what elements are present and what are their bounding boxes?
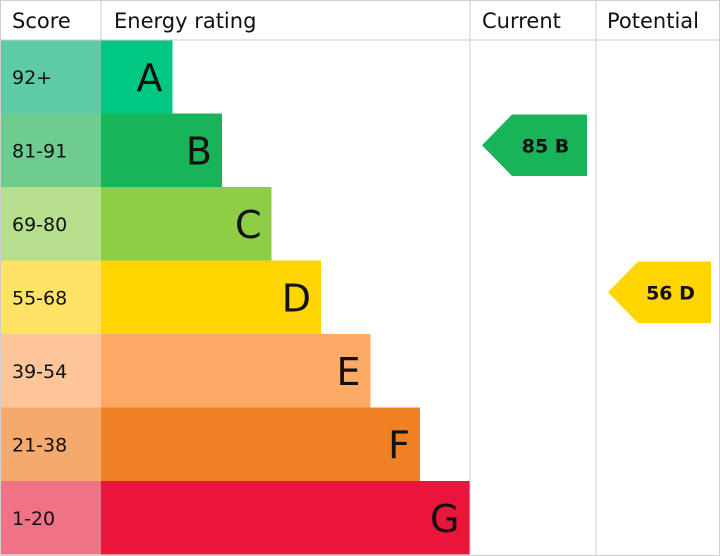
rating-bar-a [101, 40, 173, 114]
score-label-a: 92+ [12, 67, 52, 89]
score-cell-c [0, 187, 101, 261]
potential-indicator-arrow [608, 261, 711, 323]
rating-letter-c: C [235, 203, 262, 247]
score-cell-f [0, 407, 101, 481]
score-column-header: Score [12, 9, 71, 33]
score-label-d: 55-68 [12, 287, 67, 309]
rating-bar-g [101, 481, 470, 555]
score-cell-d [0, 260, 101, 334]
rating-bar-e [101, 334, 371, 408]
current-indicator-label: 85 B [522, 135, 570, 157]
score-cell-e [0, 334, 101, 408]
rating-bar-c [101, 187, 272, 261]
score-cell-b [0, 113, 101, 187]
score-label-b: 81-91 [12, 140, 67, 162]
rating-bar-f [101, 407, 420, 481]
rating-letter-b: B [186, 129, 212, 173]
bands-layer: 92+ A 81-91 B 69-80 C 55-68 D 39-54 E 21-38 F 1-20 G [0, 40, 470, 555]
header-row: Score Energy rating Current Potential [12, 9, 699, 33]
potential-column-header: Potential [607, 9, 699, 33]
rating-letter-g: G [430, 497, 459, 541]
rating-letter-d: D [282, 276, 311, 320]
rating-letter-f: F [388, 423, 410, 467]
current-indicator-arrow [482, 114, 587, 176]
score-label-c: 69-80 [12, 214, 67, 236]
score-label-g: 1-20 [12, 508, 55, 530]
rating-bar-b [101, 113, 222, 187]
potential-indicator-label: 56 D [646, 282, 695, 304]
score-label-e: 39-54 [12, 361, 67, 383]
rating-letter-e: E [336, 350, 360, 394]
score-cell-a [0, 40, 101, 114]
score-cell-g [0, 481, 101, 555]
rating-letter-a: A [137, 56, 163, 100]
rating-column-header: Energy rating [114, 9, 256, 33]
indicator-layer: 85 B 56 D [482, 114, 711, 323]
rating-bar-d [101, 260, 321, 334]
current-column-header: Current [482, 9, 561, 33]
score-label-f: 21-38 [12, 434, 67, 456]
